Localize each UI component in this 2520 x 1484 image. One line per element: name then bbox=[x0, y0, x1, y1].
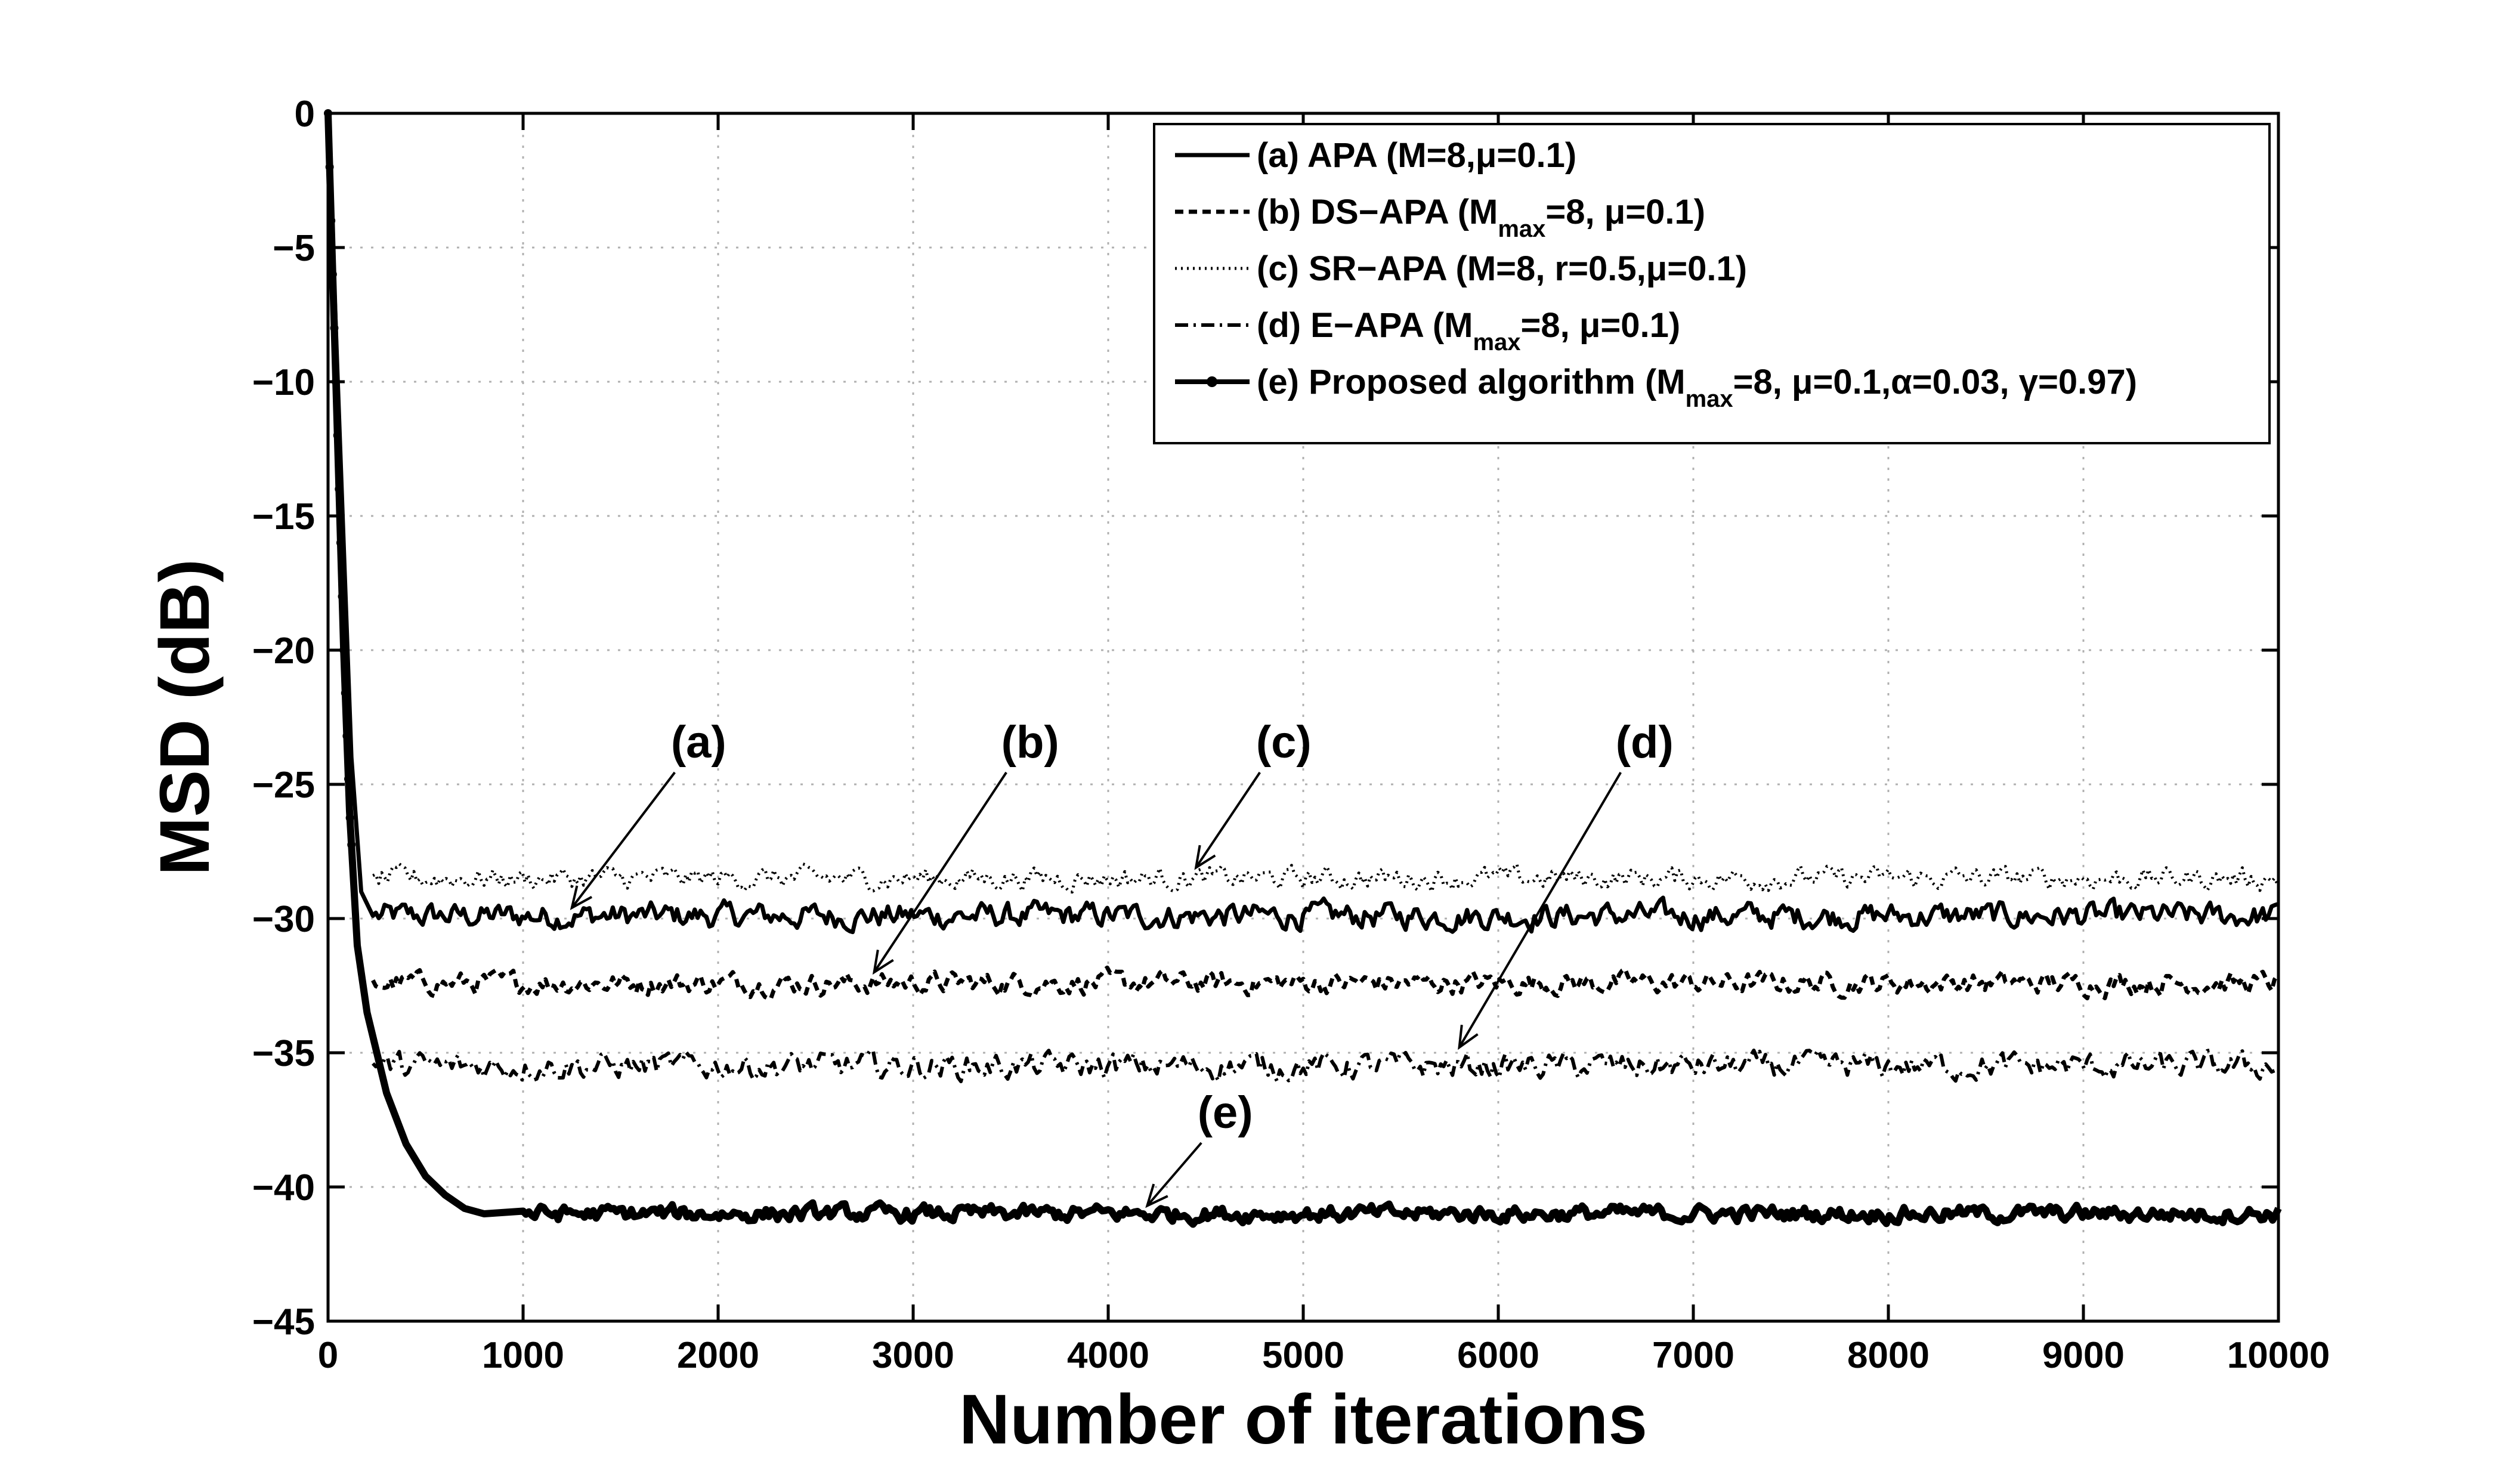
annotation-arrow bbox=[1146, 1142, 1202, 1207]
annotation-arrow bbox=[571, 771, 676, 909]
legend-text-part: (e) Proposed algorithm (M bbox=[1257, 363, 1686, 401]
series-marker-e bbox=[333, 431, 342, 440]
y-tick-label: −25 bbox=[252, 765, 315, 806]
y-tick-label: −35 bbox=[252, 1033, 315, 1074]
legend-text-part: =0.1) bbox=[1625, 193, 1705, 231]
legend-text-part: μ bbox=[1476, 136, 1497, 175]
annotations: (a) (b) (c) (d) (e) bbox=[570, 717, 1674, 1208]
annotation-label: (a) bbox=[671, 717, 726, 768]
x-tick-label: 3000 bbox=[872, 1335, 954, 1376]
series-marker-e bbox=[341, 689, 350, 697]
legend-text-part: μ bbox=[1646, 249, 1668, 288]
legend-text-part: =0.1, bbox=[1813, 363, 1891, 401]
series-line-b bbox=[371, 965, 2280, 1001]
annotation-label: (b) bbox=[1001, 717, 1059, 768]
y-tick-label: 0 bbox=[295, 94, 315, 135]
annotation-label: (c) bbox=[1256, 717, 1312, 768]
legend-text-part: =8, bbox=[1733, 363, 1792, 401]
x-tick-label: 6000 bbox=[1457, 1335, 1539, 1376]
legend-text-part: γ bbox=[2019, 363, 2039, 401]
y-tick-label: −20 bbox=[252, 630, 315, 672]
x-tick-label: 1000 bbox=[482, 1335, 564, 1376]
series-line-c bbox=[372, 862, 2279, 894]
y-axis-label: MSD (dB) bbox=[146, 559, 224, 876]
legend-text-part: =0.97) bbox=[2038, 363, 2137, 401]
legend-entry-e: (e) Proposed algorithm (Mmax=8, μ=0.1,α=… bbox=[1257, 363, 2137, 412]
x-tick-label: 10000 bbox=[2227, 1335, 2330, 1376]
legend-text-part: (b) DS−APA (M bbox=[1257, 193, 1498, 231]
annotation-arrowhead bbox=[872, 950, 894, 975]
legend-text-part: =0.1) bbox=[1496, 136, 1576, 175]
legend-entry-c: (c) SR−APA (M=8, r=0.5,μ=0.1) bbox=[1257, 249, 1747, 288]
series-marker-e bbox=[336, 539, 345, 547]
legend-swatch-marker bbox=[1207, 376, 1217, 387]
legend-text-part: max bbox=[1686, 386, 1733, 412]
series-marker-e bbox=[347, 840, 356, 849]
x-tick-label: 9000 bbox=[2042, 1335, 2125, 1376]
annotation-arrowhead bbox=[1145, 1183, 1168, 1208]
ticks: 0 1000 2000 3000 4000 5000 6000 7000 8000 9000 100… bbox=[252, 94, 2330, 1376]
legend-text-part: (d) E−APA (M bbox=[1257, 306, 1473, 345]
legend-entry-b: (b) DS−APA (Mmax=8, μ=0.1) bbox=[1257, 193, 1705, 242]
x-tick-label: 2000 bbox=[677, 1335, 759, 1376]
series-line-e bbox=[324, 113, 2282, 1228]
y-tick-label: −40 bbox=[252, 1167, 315, 1208]
legend-entry-a: (a) APA (M=8,μ=0.1) bbox=[1257, 136, 1576, 175]
annotation-label: (d) bbox=[1616, 717, 1674, 768]
legend-entry-d: (d) E−APA (Mmax=8, μ=0.1) bbox=[1257, 306, 1680, 355]
legend-text-part: =0.1) bbox=[1667, 249, 1747, 288]
x-tick-label: 7000 bbox=[1652, 1335, 1734, 1376]
series-line-d bbox=[372, 1048, 2279, 1084]
legend-text-part: α bbox=[1891, 363, 1912, 401]
legend-box bbox=[1153, 123, 2271, 444]
series-marker-e bbox=[344, 775, 353, 783]
legend-text-part: =8, bbox=[1545, 193, 1604, 231]
series-marker-e bbox=[345, 814, 354, 823]
annotation-arrow bbox=[1458, 771, 1622, 1049]
legend-text-part: max bbox=[1473, 329, 1520, 355]
annotation-arrowhead bbox=[570, 885, 593, 910]
legend-text-part: =8, bbox=[1521, 306, 1579, 345]
y-tick-label: −15 bbox=[252, 496, 315, 537]
x-tick-label: 5000 bbox=[1262, 1335, 1344, 1376]
legend-text-part: =0.1) bbox=[1600, 306, 1680, 345]
x-tick-label: 8000 bbox=[1847, 1335, 1930, 1376]
x-tick-label: 0 bbox=[318, 1335, 338, 1376]
legend-text-part: μ bbox=[1792, 363, 1813, 401]
legend-text-part: =0.03, bbox=[1912, 363, 2019, 401]
legend: (a) APA (M=8,μ=0.1)(b) DS−APA (Mmax=8, μ… bbox=[1153, 123, 2271, 444]
legend-text-part: (c) SR−APA (M=8, r=0.5, bbox=[1257, 249, 1646, 288]
series-marker-e bbox=[342, 732, 351, 740]
series-marker-e bbox=[330, 324, 339, 332]
y-tick-label: −45 bbox=[252, 1301, 315, 1343]
x-axis-label: Number of iterations bbox=[959, 1380, 1647, 1459]
annotation-arrow bbox=[1195, 771, 1261, 868]
y-tick-label: −5 bbox=[273, 228, 315, 269]
legend-text-part: μ bbox=[1604, 193, 1626, 231]
x-tick-label: 4000 bbox=[1067, 1335, 1149, 1376]
legend-text-part: (a) APA (M=8, bbox=[1257, 136, 1476, 175]
annotation-arrowhead bbox=[1458, 1025, 1479, 1050]
y-tick-label: −10 bbox=[252, 362, 315, 403]
legend-text-part: max bbox=[1498, 216, 1545, 242]
series-marker-e bbox=[328, 270, 337, 279]
series-group bbox=[324, 109, 2282, 1228]
annotation-label: (e) bbox=[1198, 1087, 1253, 1138]
annotation-arrow bbox=[873, 771, 1007, 973]
legend-text-part: μ bbox=[1579, 306, 1601, 345]
series-marker-e bbox=[335, 485, 344, 493]
series-marker-e bbox=[338, 592, 347, 601]
y-tick-label: −30 bbox=[252, 899, 315, 940]
annotation-arrowhead bbox=[1194, 845, 1216, 870]
series-line-a bbox=[326, 113, 2278, 935]
